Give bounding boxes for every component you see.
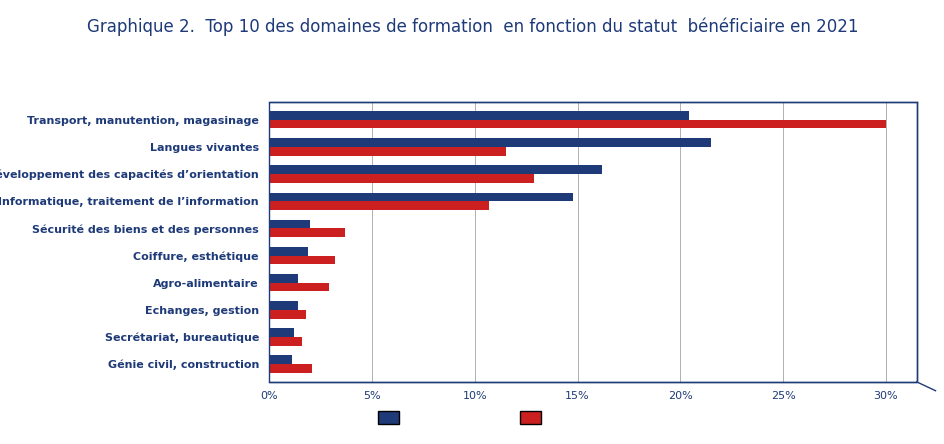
Bar: [269, 201, 489, 210]
Bar: [269, 147, 505, 155]
Bar: [269, 138, 711, 147]
Bar: [269, 329, 294, 337]
Bar: [269, 337, 302, 346]
Bar: [269, 220, 310, 228]
Polygon shape: [916, 382, 935, 391]
Bar: [269, 301, 297, 310]
Bar: [269, 356, 292, 364]
Bar: [269, 120, 885, 128]
Bar: [269, 228, 345, 237]
Bar: [269, 102, 916, 382]
Bar: [269, 174, 534, 183]
Bar: [269, 247, 308, 256]
Bar: [269, 166, 601, 174]
Bar: [269, 193, 573, 201]
Bar: [269, 111, 688, 120]
Bar: [269, 283, 329, 291]
Bar: [269, 310, 306, 318]
Bar: [269, 274, 297, 283]
Bar: [269, 364, 312, 373]
Bar: [269, 256, 335, 264]
Text: Graphique 2.  Top 10 des domaines de formation  en fonction du statut  bénéficia: Graphique 2. Top 10 des domaines de form…: [87, 18, 857, 36]
